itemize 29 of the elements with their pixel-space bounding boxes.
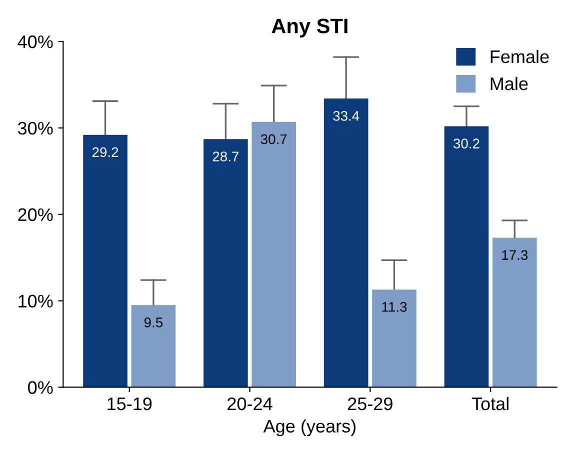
data-label: 33.4 (333, 110, 360, 121)
bar (131, 305, 176, 388)
legend-label: Male (490, 76, 528, 90)
bar (372, 290, 416, 388)
data-label: 17.3 (502, 250, 528, 260)
bar (492, 238, 537, 388)
x-tick-label: 15-19 (108, 397, 152, 410)
bar (204, 139, 248, 388)
x-tick-label: Total (472, 396, 508, 410)
bar (444, 126, 489, 388)
bar (324, 98, 368, 388)
data-label: 29.2 (92, 147, 118, 158)
data-label: 30.7 (260, 134, 287, 144)
data-label: 28.7 (212, 152, 238, 162)
y-tick-label: 30% (18, 122, 53, 135)
y-tick-label: 40% (18, 35, 53, 48)
data-label: 9.5 (144, 318, 163, 328)
bar (83, 134, 128, 388)
y-tick-label: 0% (28, 381, 53, 394)
x-tick-label: 20-24 (228, 397, 272, 410)
y-tick-label: 20% (18, 208, 53, 222)
legend-label: Female (490, 50, 549, 64)
x-axis-title: Age (years) (263, 419, 356, 436)
y-tick-label: 10% (18, 294, 53, 308)
bar (252, 122, 296, 388)
x-tick-label: 25-29 (348, 397, 392, 410)
data-label: 30.2 (453, 138, 480, 148)
data-label: 11.3 (382, 302, 407, 312)
chart-title: Any STI (272, 18, 348, 38)
